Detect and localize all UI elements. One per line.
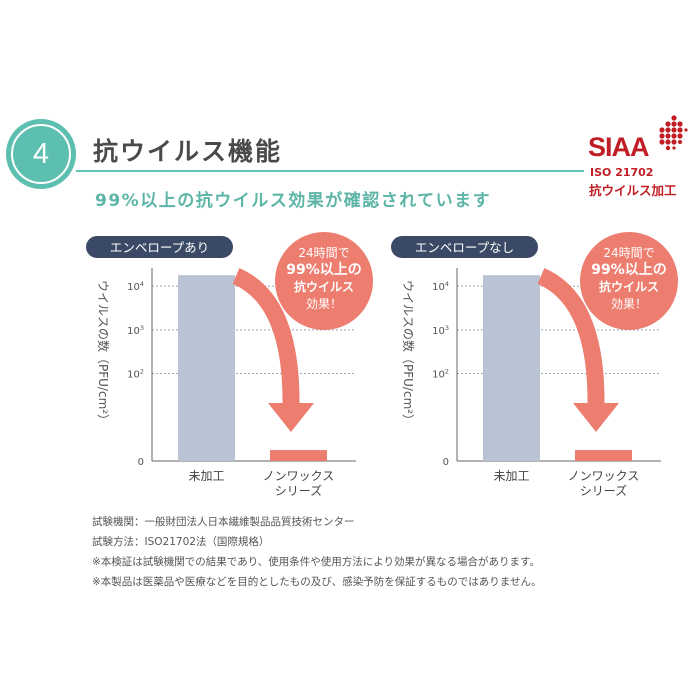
siaa-dots-icon (659, 115, 688, 151)
x-category-label: シリーズ (580, 483, 627, 498)
note-disclaimer-medical: ※本製品は医薬品や医療などを目的としたもの及び、感染予防を保証するものではありま… (92, 576, 542, 588)
y-tick-label: 0 (443, 457, 449, 468)
callout-text: 24時間で (298, 246, 349, 260)
x-category-label: シリーズ (275, 483, 322, 498)
page-title: 抗ウイルス機能 (93, 137, 283, 166)
x-category-label: 未加工 (188, 469, 224, 483)
callout-text: 99%以上の (591, 262, 667, 278)
y-tick-label: 103 (127, 324, 144, 337)
siaa-logo: SIAA (588, 132, 650, 162)
reduction-arrow (537, 268, 605, 406)
chart-panel-2: エンベロープなし 0 102 103 104 ウイルスの数（PFU/cm²） 未加工 ノンワッ… (391, 232, 678, 498)
page-subtitle: 99%以上の抗ウイルス効果が確認されています (95, 191, 492, 211)
bar-nonwax-series (270, 450, 327, 461)
y-axis-label: ウイルスの数（PFU/cm²） (401, 280, 416, 426)
y-tick-label: 102 (432, 368, 449, 381)
siaa-standard: ISO 21702 (590, 166, 654, 179)
callout-text: 効果！ (611, 296, 647, 311)
callout-text: 抗ウイルス (599, 279, 659, 294)
footnotes: 試験機関：一般財団法人日本繊維製品品質技術センター 試験方法：ISO21702法… (92, 512, 541, 592)
title-underline (76, 170, 584, 172)
step-number-badge: 4 (6, 119, 76, 189)
y-tick-label: 0 (138, 457, 144, 468)
siaa-label: 抗ウイルス加工 (589, 183, 677, 198)
y-tick-label: 104 (432, 280, 449, 293)
y-tick-label: 103 (432, 324, 449, 337)
y-axis-label: ウイルスの数（PFU/cm²） (96, 280, 111, 426)
panel-label: エンベロープなし (415, 240, 514, 255)
callout-text: 99%以上の (286, 262, 362, 278)
reduction-arrow-head (268, 403, 314, 432)
reduction-arrow (232, 268, 300, 406)
x-category-label: 未加工 (493, 469, 529, 483)
siaa-certification-mark: SIAA ISO 21702 抗ウイルス加工 (588, 114, 688, 204)
y-tick-label: 104 (127, 280, 144, 293)
callout-circle (580, 232, 678, 330)
x-category-label: ノンワックス (263, 469, 335, 483)
bar-untreated (483, 275, 540, 461)
chart-panel-1: エンベロープあり 0 102 103 104 ウイルスの数（PFU/cm²） 未加工 ノンワッ… (86, 232, 373, 498)
note-disclaimer-results: ※本検証は試験機関での結果であり、使用条件や使用方法により効果が異なる場合があり… (92, 556, 541, 568)
callout-text: 効果！ (306, 296, 342, 311)
bar-untreated (178, 275, 235, 461)
bar-nonwax-series (575, 450, 632, 461)
note-test-institution: 試験機関：一般財団法人日本繊維製品品質技術センター (92, 516, 355, 528)
callout-circle (275, 232, 373, 330)
panel-label: エンベロープあり (110, 240, 209, 255)
panel-label-pill (86, 236, 233, 258)
callout-text: 抗ウイルス (294, 279, 354, 294)
panel-label-pill (391, 236, 538, 258)
x-category-label: ノンワックス (568, 469, 640, 483)
reduction-arrow-head (573, 403, 619, 432)
step-number: 4 (11, 124, 71, 184)
callout-text: 24時間で (603, 246, 654, 260)
y-tick-label: 102 (127, 368, 144, 381)
note-test-method: 試験方法：ISO21702法（国際規格） (92, 536, 270, 548)
